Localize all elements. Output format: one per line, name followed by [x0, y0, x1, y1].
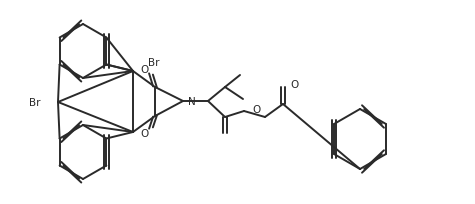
Text: Br: Br	[28, 98, 40, 108]
Text: O: O	[140, 65, 148, 75]
Text: O: O	[290, 80, 298, 90]
Text: Br: Br	[148, 58, 160, 68]
Text: O: O	[252, 104, 260, 114]
Text: O: O	[140, 128, 148, 138]
Text: N: N	[188, 96, 196, 106]
